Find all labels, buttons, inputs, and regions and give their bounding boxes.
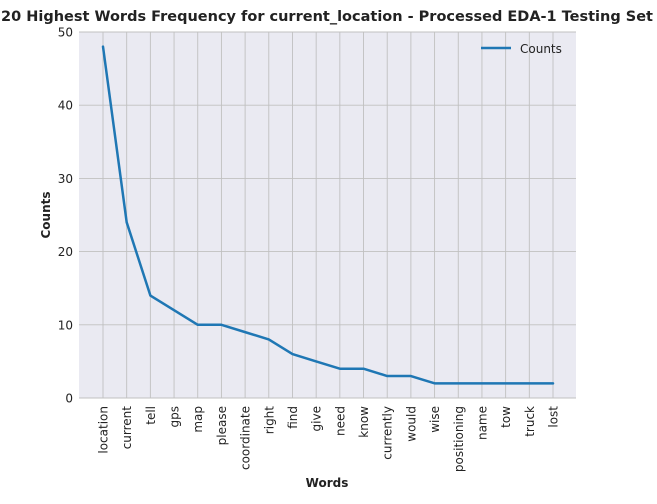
x-tick-label: location [97, 406, 111, 454]
x-axis-label: Words [306, 476, 349, 490]
legend: Counts [481, 42, 562, 56]
series-layer [101, 45, 555, 385]
grid-lines [79, 31, 576, 399]
x-tick-label: tow [499, 406, 513, 428]
x-tick-label: truck [523, 406, 537, 437]
x-tick-label: know [357, 406, 371, 438]
y-tick-label: 20 [58, 245, 73, 259]
y-axis-label: Counts [39, 191, 53, 238]
x-tick-label: lost [547, 406, 561, 428]
x-tick-label: please [215, 406, 229, 445]
y-tick-label: 40 [58, 99, 73, 113]
x-tick-label: positioning [452, 406, 466, 472]
series-line [101, 45, 555, 385]
x-tick-label: right [262, 406, 276, 434]
x-tick-label: gps [168, 406, 182, 428]
x-tick-label: wise [428, 406, 442, 433]
plot-area [79, 32, 576, 398]
y-tick-label: 30 [58, 172, 73, 186]
x-tick-label: coordinate [239, 406, 253, 470]
x-tick-label: name [475, 406, 489, 440]
y-tick-label: 50 [58, 26, 73, 40]
x-axis-ticks: location current tell gps map please coordinat… [97, 406, 561, 472]
y-tick-label: 10 [58, 318, 73, 332]
x-tick-label: current [120, 406, 134, 450]
legend-entry-label: Counts [520, 42, 562, 56]
x-tick-label: currently [381, 406, 395, 460]
x-tick-label: give [310, 406, 324, 431]
x-tick-label: tell [144, 406, 158, 425]
x-tick-label: would [404, 406, 418, 442]
x-tick-label: map [191, 406, 205, 433]
chart-title: 20 Highest Words Frequency for current_l… [1, 9, 653, 25]
y-tick-label: 0 [65, 392, 73, 406]
x-tick-label: need [333, 406, 347, 436]
x-tick-label: find [286, 406, 300, 429]
y-axis-ticks: 0 10 20 30 40 50 [58, 26, 73, 406]
